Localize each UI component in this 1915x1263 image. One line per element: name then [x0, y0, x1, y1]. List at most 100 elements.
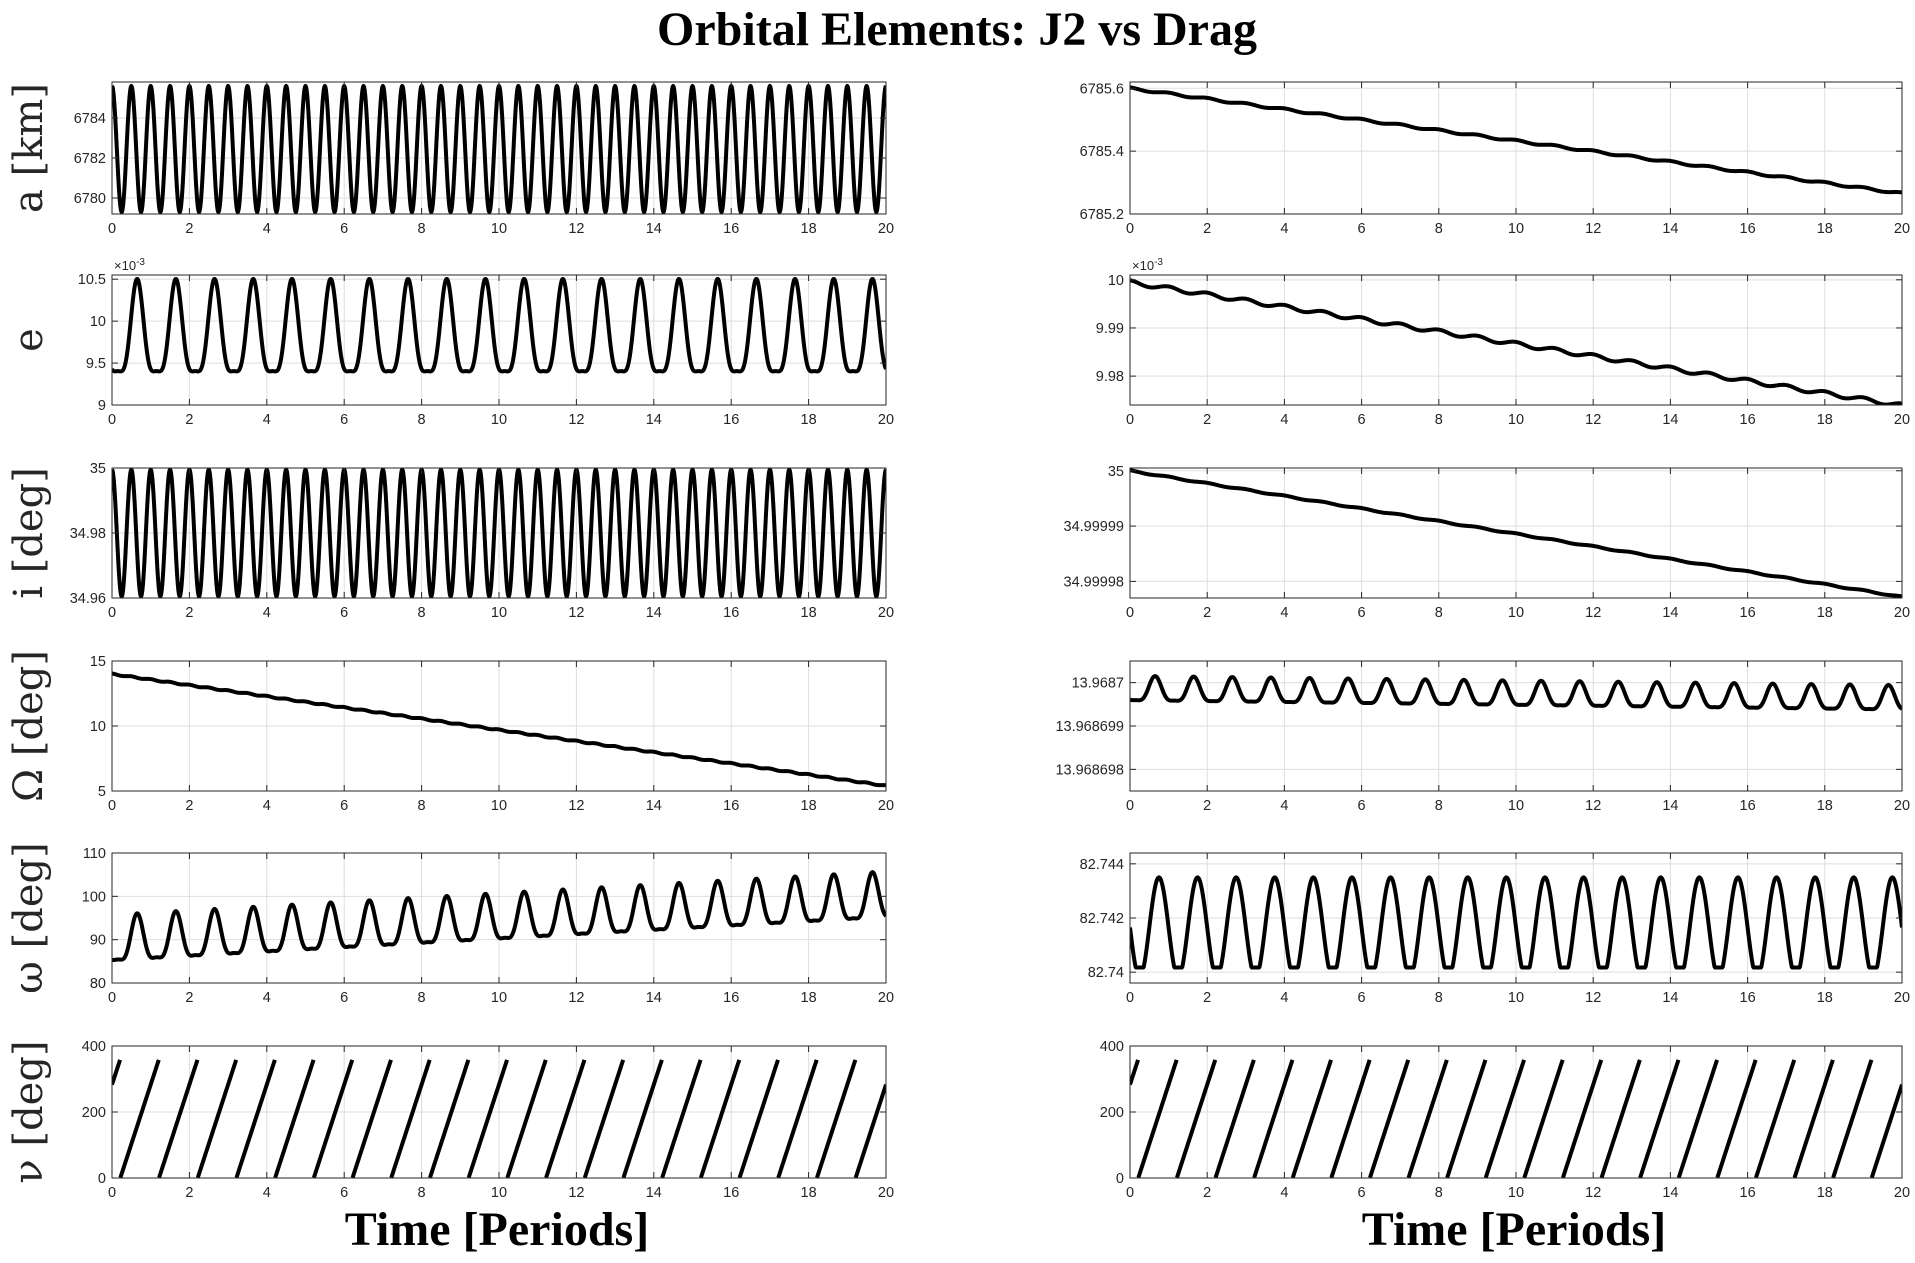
- panel-5-right-x-tick-label: 8: [1435, 990, 1443, 1006]
- panel-6-right-x-tick-label: 16: [1740, 1185, 1756, 1201]
- panel-4-right-x-tick-label: 4: [1280, 798, 1288, 814]
- panel-5-left-x-tick-label: 16: [723, 990, 739, 1006]
- panel-1-right-x-tick-label: 10: [1508, 221, 1524, 237]
- panel-4-left-x-tick-label: 14: [646, 798, 662, 814]
- panel-3-left-x-tick-label: 8: [418, 605, 426, 621]
- panel-1-right-x-tick-label: 0: [1126, 221, 1134, 237]
- panel-4-left-x-tick-label: 2: [185, 798, 193, 814]
- panel-5-left-y-tick-label: 80: [90, 976, 106, 992]
- panel-6-right-x-tick-label: 14: [1662, 1185, 1678, 1201]
- panel-2-right-x-tick-label: 0: [1126, 412, 1134, 428]
- panel-2-right-x-tick-label: 14: [1662, 412, 1678, 428]
- panel-6-right-x-tick-label: 18: [1817, 1185, 1833, 1201]
- panel-1-left: 0 2 4 6 8 10 12 14 16 18 20 6780 6782 6784 a [km]: [6, 81, 894, 237]
- panel-3-right-series-line: [1130, 468, 1902, 598]
- panel-1-right-y-tick-label: 6785.4: [1080, 144, 1124, 160]
- panel-4-left-y-tick-label: 15: [90, 654, 106, 670]
- panel-6-right-x-tick-label: 20: [1894, 1185, 1910, 1201]
- panel-2-left-exponent-label: ×10-3: [114, 257, 145, 273]
- panel-2-left-x-tick-label: 14: [646, 412, 662, 428]
- panel-3-right-x-tick-label: 4: [1280, 605, 1288, 621]
- panel-5-left-series-line: [112, 870, 886, 963]
- panel-3-left-x-tick-label: 0: [108, 605, 116, 621]
- panel-1-right-x-tick-label: 12: [1585, 221, 1601, 237]
- panel-6-right-x-tick-label: 6: [1358, 1185, 1366, 1201]
- panel-3-right-x-tick-label: 8: [1435, 605, 1443, 621]
- panel-6-left-x-tick-label: 18: [801, 1185, 817, 1201]
- panel-2-right-x-tick-label: 10: [1508, 412, 1524, 428]
- panel-6-left-x-tick-label: 14: [646, 1185, 662, 1201]
- panel-1-left-y-tick-label: 6782: [74, 151, 106, 167]
- panel-2-right-exponent-label: ×10-3: [1132, 257, 1163, 273]
- panel-4-left-y-tick-label: 10: [90, 719, 106, 735]
- panel-1-right-x-tick-label: 14: [1662, 221, 1678, 237]
- panel-3-right-y-tick-label: 35: [1108, 464, 1124, 480]
- panel-2-right-x-tick-label: 8: [1435, 412, 1443, 428]
- panel-1-right-x-tick-label: 2: [1203, 221, 1211, 237]
- panel-6-left-x-tick-label: 4: [263, 1185, 271, 1201]
- panel-2-left: 0 2 4 6 8 10 12 14 16 18 20 9 9.5 10 10.5 ×10-3 e: [6, 257, 894, 428]
- panel-4-left-x-tick-label: 4: [263, 798, 271, 814]
- panel-2-right-x-tick-label: 12: [1585, 412, 1601, 428]
- panel-3-left-x-tick-label: 10: [491, 605, 507, 621]
- panel-1-right-x-tick-label: 18: [1817, 221, 1833, 237]
- x-axis-label-left: Time [Periods]: [345, 1203, 649, 1256]
- panel-5-right-x-tick-label: 6: [1358, 990, 1366, 1006]
- panel-1-right-x-tick-label: 8: [1435, 221, 1443, 237]
- panel-5-right-x-tick-label: 10: [1508, 990, 1524, 1006]
- panel-3-right-y-tick-label: 34.99998: [1064, 574, 1124, 590]
- panel-3-right-x-tick-label: 14: [1662, 605, 1678, 621]
- panel-4-right-x-tick-label: 12: [1585, 798, 1601, 814]
- panel-5-right-series-line: [1130, 875, 1902, 970]
- panel-3-right-x-tick-label: 18: [1817, 605, 1833, 621]
- panel-3-left-x-tick-label: 6: [340, 605, 348, 621]
- panel-1-left-x-tick-label: 14: [646, 221, 662, 237]
- panel-2-left-x-tick-label: 20: [878, 412, 894, 428]
- panel-5-left-x-tick-label: 18: [801, 990, 817, 1006]
- panel-6-right-x-tick-label: 0: [1126, 1185, 1134, 1201]
- panel-6-left-y-tick-label: 200: [82, 1105, 106, 1121]
- panel-5-left-x-tick-label: 4: [263, 990, 271, 1006]
- panel-2-left-exponent-power: -3: [136, 257, 145, 268]
- x-axis-label-right: Time [Periods]: [1362, 1203, 1666, 1256]
- panel-4-left-x-tick-label: 18: [801, 798, 817, 814]
- panel-4-right-x-tick-label: 6: [1358, 798, 1366, 814]
- panel-4-right-y-tick-label: 13.9687: [1072, 676, 1124, 692]
- panel-5-right-y-tick-label: 82.74: [1088, 965, 1124, 981]
- panel-5-right-x-tick-label: 2: [1203, 990, 1211, 1006]
- panel-1-right-x-tick-label: 4: [1280, 221, 1288, 237]
- panel-1-right-y-tick-label: 6785.2: [1080, 207, 1124, 223]
- panel-6-right-x-tick-label: 12: [1585, 1185, 1601, 1201]
- panel-5-left-x-tick-label: 10: [491, 990, 507, 1006]
- panel-6-right-x-tick-label: 2: [1203, 1185, 1211, 1201]
- panel-3-right-x-tick-label: 16: [1740, 605, 1756, 621]
- panel-5-left-x-tick-label: 20: [878, 990, 894, 1006]
- panel-3-right-x-tick-label: 0: [1126, 605, 1134, 621]
- panel-4-right-x-tick-label: 16: [1740, 798, 1756, 814]
- panel-3-left-x-tick-label: 2: [185, 605, 193, 621]
- panel-2-right-series-line: [1130, 278, 1902, 405]
- panel-6-left-x-tick-label: 12: [568, 1185, 584, 1201]
- panel-1-left-x-tick-label: 0: [108, 221, 116, 237]
- panel-5-left-y-tick-label: 90: [90, 933, 106, 949]
- panel-4-left-x-tick-label: 12: [568, 798, 584, 814]
- panel-6-right-x-tick-label: 8: [1435, 1185, 1443, 1201]
- panel-5-left-y-tick-label: 110: [83, 846, 106, 862]
- panel-2-right-x-tick-label: 4: [1280, 412, 1288, 428]
- panel-2-left-y-tick-label: 9.5: [86, 356, 106, 372]
- panel-3-right: 0 2 4 6 8 10 12 14 16 18 20 34.99998 34.99999 35: [1064, 464, 1911, 621]
- panel-1-left-x-tick-label: 4: [263, 221, 271, 237]
- panel-5-right-x-tick-label: 12: [1585, 990, 1601, 1006]
- panel-1-left-x-tick-label: 10: [491, 221, 507, 237]
- panel-6-right-y-tick-label: 0: [1116, 1171, 1124, 1187]
- panel-3-left-y-tick-label: 34.98: [70, 526, 106, 542]
- panel-5-left-x-tick-label: 2: [185, 990, 193, 1006]
- panel-6-right-x-tick-label: 4: [1280, 1185, 1288, 1201]
- panel-2-left-x-tick-label: 8: [418, 412, 426, 428]
- figure-title: Orbital Elements: J2 vs Drag: [657, 3, 1257, 56]
- panel-6-left-series-line: [112, 1058, 886, 1178]
- panel-6-left-x-tick-label: 6: [340, 1185, 348, 1201]
- panel-4-left-x-tick-label: 8: [418, 798, 426, 814]
- panel-5-left-x-tick-label: 8: [418, 990, 426, 1006]
